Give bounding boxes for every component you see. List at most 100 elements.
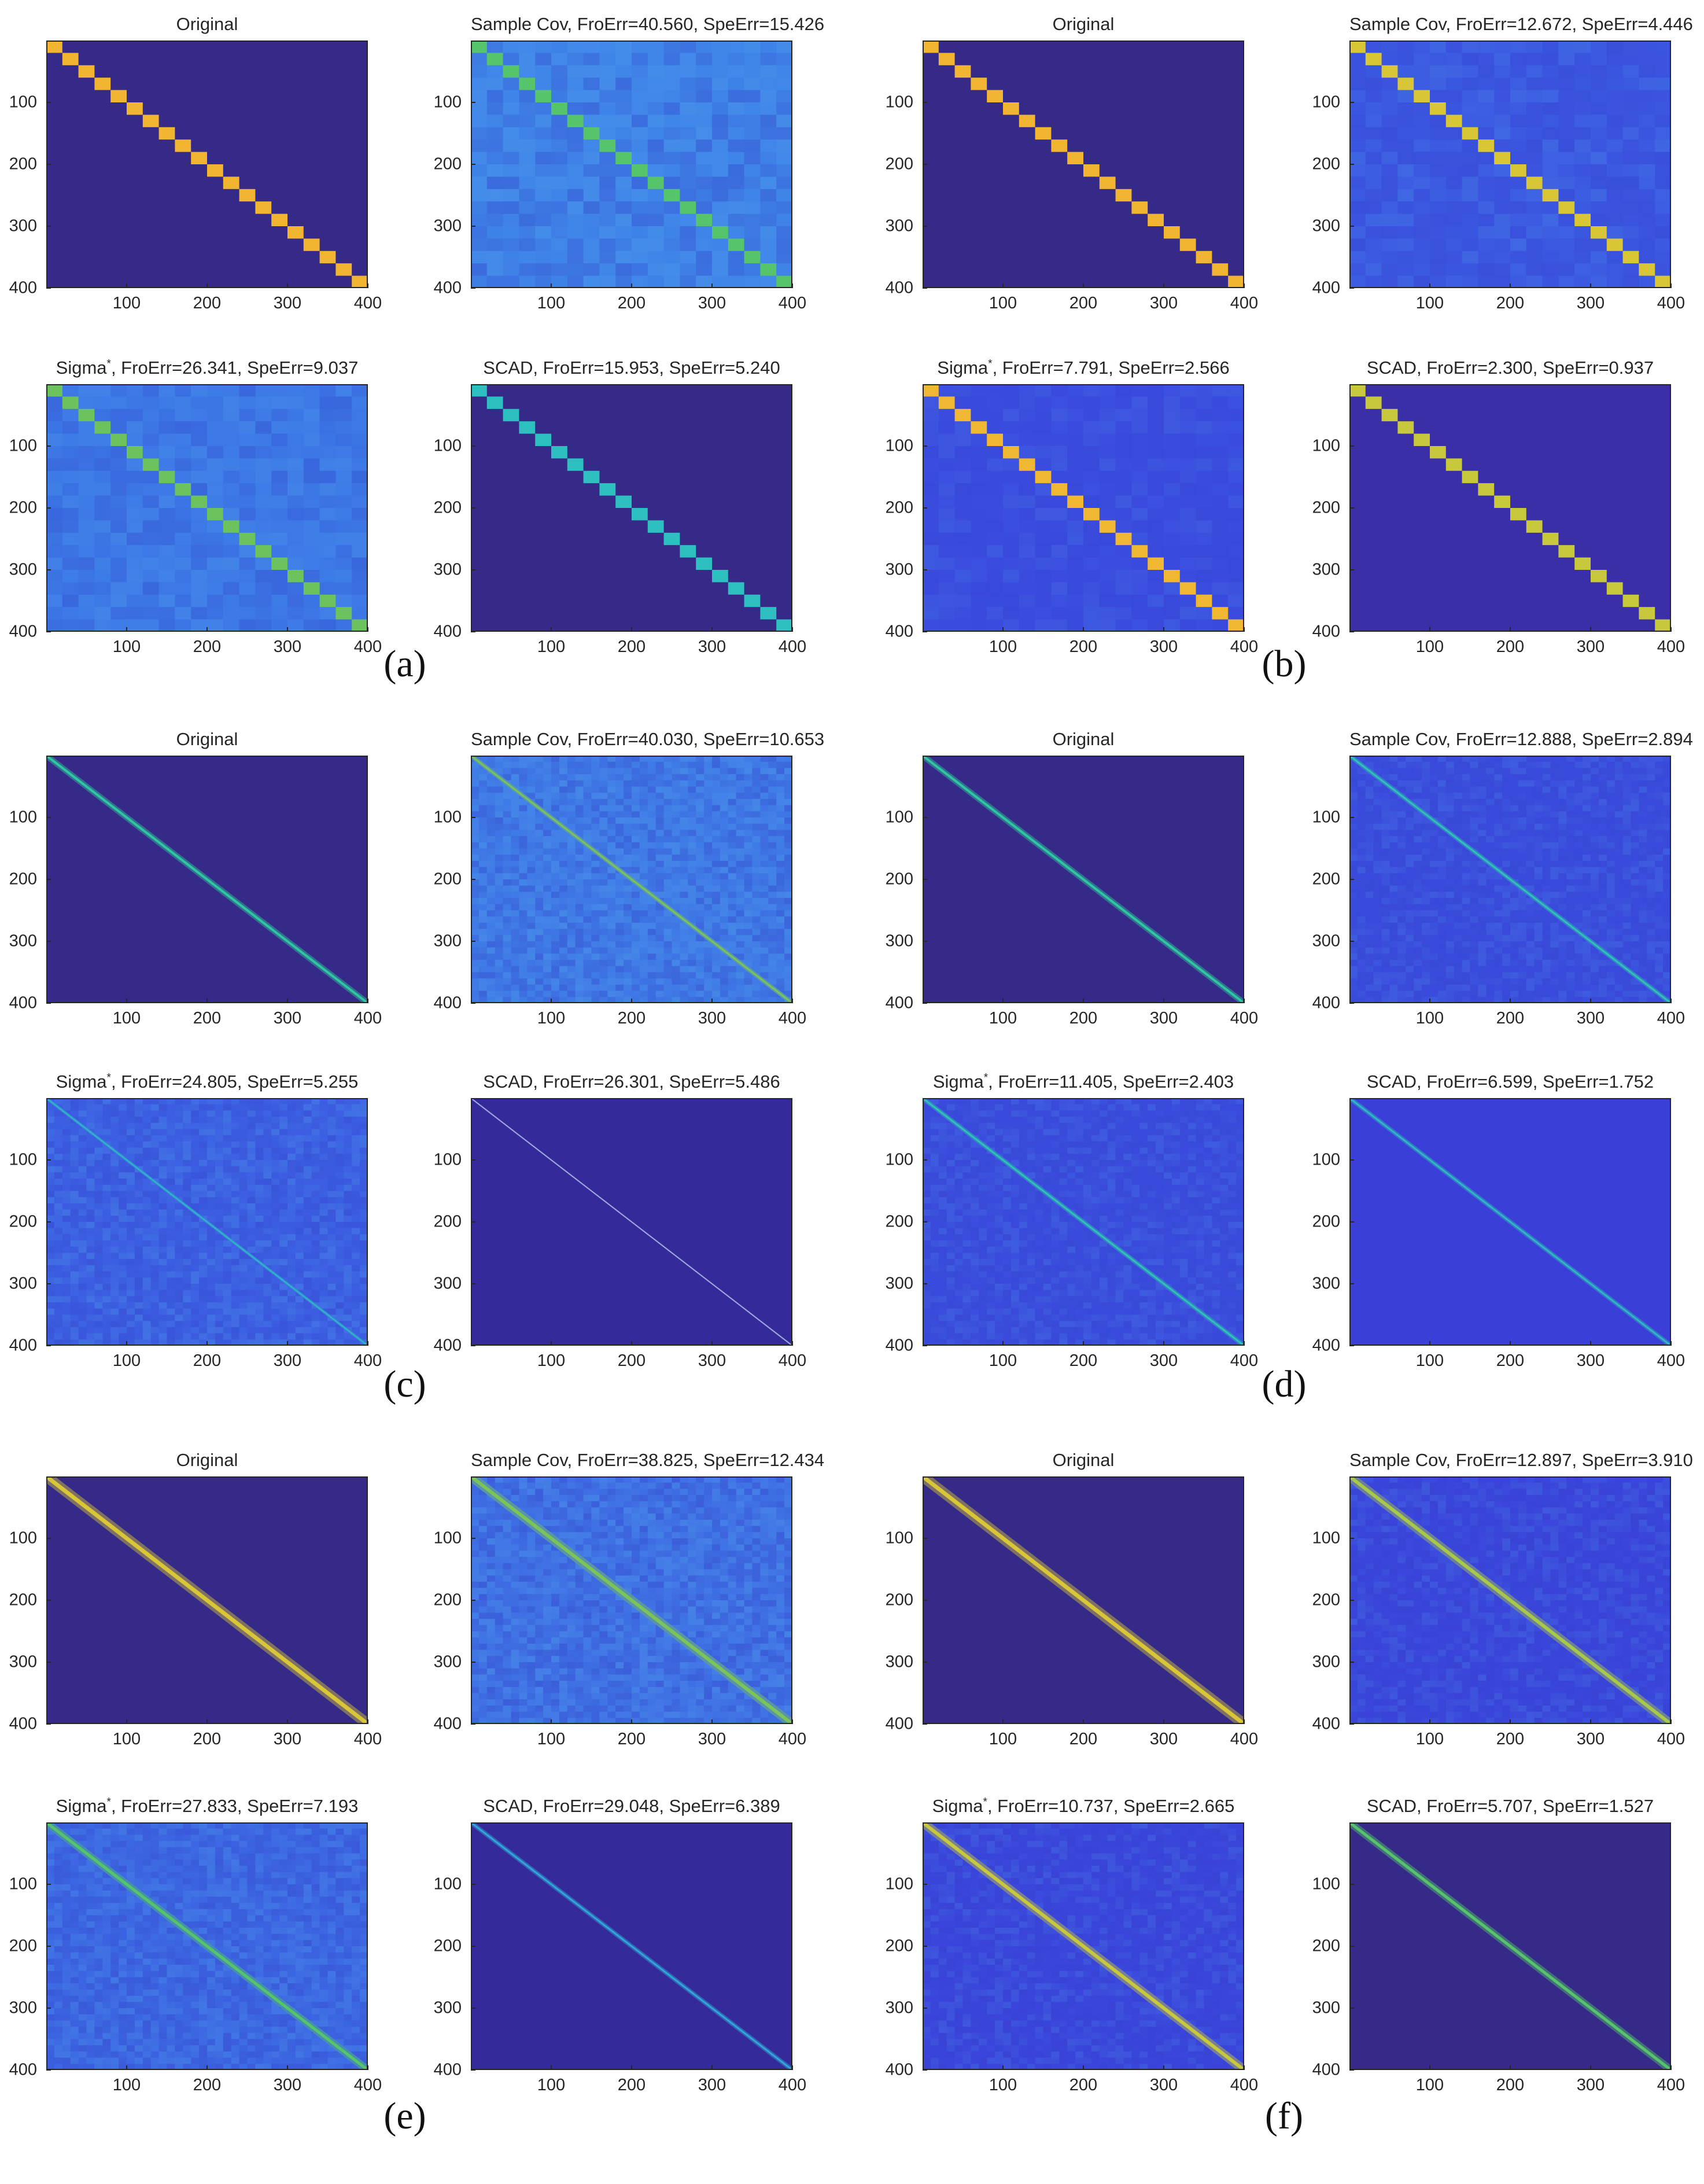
noise-cell (567, 213, 584, 227)
noise-cell (1067, 582, 1084, 595)
noise-cell (551, 761, 560, 768)
noise-cell (142, 1197, 152, 1204)
noise-cell (94, 1110, 103, 1117)
noise-cell (543, 966, 552, 973)
noise-cell (599, 916, 608, 923)
noise-cell (768, 780, 777, 787)
noise-cell (655, 811, 665, 818)
noise-cell (591, 990, 600, 997)
noise-cell (736, 953, 745, 960)
noise-cell (712, 873, 721, 880)
noise-cell (1019, 570, 1036, 583)
noise-cell (223, 446, 240, 459)
noise-cell (486, 798, 496, 806)
noise-cell (543, 842, 552, 849)
noise-cell (1526, 40, 1543, 53)
noise-cell (344, 1172, 352, 1179)
noise-cell (1349, 115, 1366, 128)
noise-cell (303, 1308, 312, 1316)
noise-cell (239, 1166, 248, 1173)
noise-cell (167, 1147, 175, 1154)
noise-cell (1035, 495, 1052, 509)
diagonal-block (712, 226, 728, 239)
noise-cell (535, 139, 552, 153)
noise-cell (680, 879, 688, 886)
noise-cell (231, 1234, 240, 1241)
noise-cell (150, 1284, 160, 1291)
noise-cell (527, 848, 536, 855)
noise-cell (183, 1209, 191, 1216)
noise-cell (784, 786, 792, 793)
noise-cell (335, 1265, 344, 1272)
noise-cell (279, 1135, 288, 1142)
noise-cell (239, 1308, 248, 1316)
y-tick-mark (923, 631, 927, 632)
noise-cell (1196, 408, 1212, 422)
noise-cell (199, 1228, 208, 1235)
noise-cell (712, 990, 721, 997)
noise-cell (287, 1135, 296, 1142)
noise-cell (736, 793, 745, 800)
diagonal-block (142, 458, 159, 471)
x-tick-mark (287, 627, 288, 632)
noise-cell (784, 761, 792, 768)
noise-cell (744, 867, 753, 874)
x-tick-mark (206, 627, 208, 632)
noise-cell (1164, 384, 1181, 397)
x-tick-mark (1510, 627, 1511, 632)
noise-cell (247, 1203, 256, 1210)
noise-cell (271, 408, 288, 422)
diagonal-block (1510, 164, 1526, 177)
noise-cell (183, 1222, 191, 1229)
noise-cell (78, 1284, 87, 1291)
noise-cell (704, 774, 713, 781)
noise-cell (1591, 189, 1607, 202)
noise-cell (744, 189, 761, 202)
noise-cell (287, 1209, 296, 1216)
noise-cell (688, 780, 696, 787)
noise-cell (1148, 619, 1164, 632)
heatmap-plot: SCAD, FroErr=15.953, SpeErr=5.240 100 200 3… (434, 358, 807, 656)
noise-cell (696, 115, 713, 128)
noise-cell (567, 127, 584, 140)
noise-cell (360, 1135, 368, 1142)
noise-cell (1051, 594, 1068, 607)
noise-cell (215, 1302, 224, 1309)
diagonal-block (583, 127, 600, 140)
noise-cell (615, 830, 624, 837)
noise-cell (344, 1234, 352, 1241)
diagonal-block (696, 557, 712, 570)
noise-cell (680, 978, 688, 985)
noise-cell (495, 984, 504, 992)
noise-cell (672, 885, 680, 892)
noise-cell (255, 1302, 264, 1309)
noise-cell (158, 1277, 168, 1284)
noise-cell (207, 1117, 216, 1124)
noise-cell (1494, 139, 1511, 153)
noise-cell (94, 1296, 103, 1303)
noise-cell (583, 929, 592, 936)
diagonal-block (1196, 251, 1212, 264)
noise-cell (760, 966, 769, 973)
noise-cell (150, 1253, 160, 1259)
noise-cell (295, 1117, 304, 1124)
noise-cell (680, 805, 688, 812)
noise-cell (1115, 582, 1132, 595)
noise-cell (704, 972, 713, 979)
noise-cell (1212, 408, 1229, 422)
noise-cell (535, 904, 544, 911)
noise-cell (94, 1104, 103, 1111)
noise-cell (923, 594, 939, 607)
noise-cell (223, 1147, 232, 1154)
noise-cell (1494, 40, 1511, 53)
noise-cell (736, 867, 745, 874)
noise-cell (223, 1129, 232, 1136)
noise-cell (279, 1104, 288, 1111)
noise-cell (134, 1246, 143, 1254)
noise-cell (551, 805, 560, 812)
noise-cell (672, 786, 680, 793)
x-tick-mark (551, 283, 552, 288)
heatmap-plot: Original 100 200 300 400 100 200 300 400 (886, 14, 1259, 312)
diagonal-block (1164, 570, 1180, 583)
noise-cell (1164, 458, 1181, 472)
